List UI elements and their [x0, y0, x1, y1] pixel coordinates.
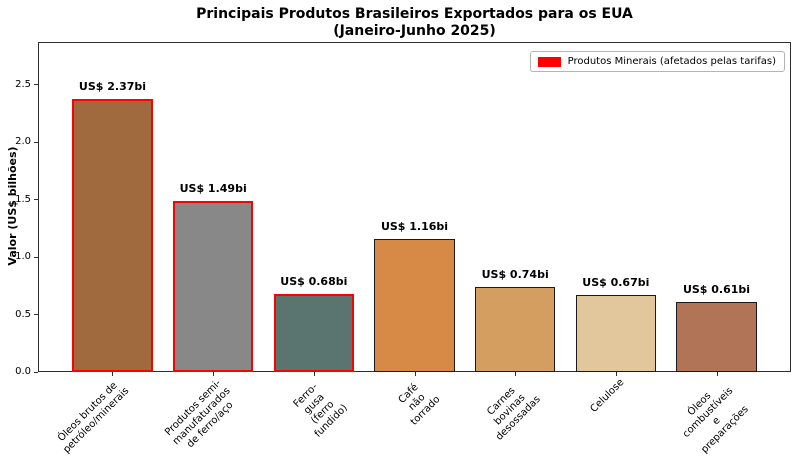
y-tick-label: 1.5 — [15, 193, 31, 205]
bar-3 — [374, 238, 455, 372]
x-tick-mark — [414, 372, 416, 376]
y-tick-mark — [34, 314, 38, 315]
bar-6 — [676, 301, 757, 372]
y-tick-mark — [34, 141, 38, 143]
legend-label: Produtos Minerais (afetados pelas tarifa… — [567, 56, 776, 67]
x-tick-mark — [313, 372, 315, 376]
bar-1 — [172, 200, 254, 372]
x-tick-label: Carnes bovinas desossadas — [485, 385, 543, 443]
y-tick-mark — [34, 371, 38, 373]
chart-title: Principais Produtos Brasileiros Exportad… — [38, 6, 791, 40]
y-tick-label: 2.5 — [15, 78, 31, 90]
bar-value-label: US$ 2.37bi — [78, 80, 147, 94]
legend: Produtos Minerais (afetados pelas tarifa… — [529, 51, 785, 72]
x-tick-label: Ferro-gusa (ferro fundido) — [291, 381, 351, 440]
x-tick-label: Óleos brutos de petróleo/minerais — [56, 380, 132, 456]
x-tick-mark — [112, 372, 114, 376]
y-tick-label: 0.0 — [15, 366, 31, 377]
bar-value-label: US$ 0.68bi — [280, 274, 348, 288]
bar-0 — [72, 99, 153, 372]
y-tick-label: 0.5 — [15, 308, 31, 320]
chart-title-line2: (Janeiro-Junho 2025) — [333, 23, 496, 39]
bar-value-label: US$ 1.49bi — [179, 181, 247, 195]
y-tick-mark — [34, 256, 38, 258]
bar-value-label: US$ 1.16bi — [380, 219, 449, 233]
y-tick-mark — [34, 84, 38, 86]
x-tick-label: Produtos semi- manufaturados de ferro/aç… — [162, 377, 236, 451]
bar-value-label: US$ 0.67bi — [582, 275, 650, 289]
chart-title-line1: Principais Produtos Brasileiros Exportad… — [196, 6, 633, 22]
y-tick-mark — [34, 199, 38, 201]
bar-2 — [273, 293, 355, 372]
bar-value-label: US$ 0.61bi — [682, 282, 751, 296]
bar-value-label: US$ 0.74bi — [481, 267, 549, 281]
x-tick-mark — [716, 372, 718, 376]
x-tick-mark — [515, 372, 517, 376]
x-tick-mark — [213, 372, 215, 376]
y-tick-label: 1.0 — [15, 251, 31, 263]
y-tick-label: 2.0 — [15, 136, 31, 148]
x-tick-mark — [615, 372, 617, 376]
bar-4 — [474, 286, 556, 372]
x-tick-label: Café não torrado — [396, 381, 443, 428]
bar-5 — [575, 294, 657, 372]
x-tick-label: Celulose — [588, 377, 627, 415]
legend-swatch-minerals — [537, 56, 561, 67]
x-tick-label: Óleos combustíveis e preparações — [681, 385, 752, 456]
